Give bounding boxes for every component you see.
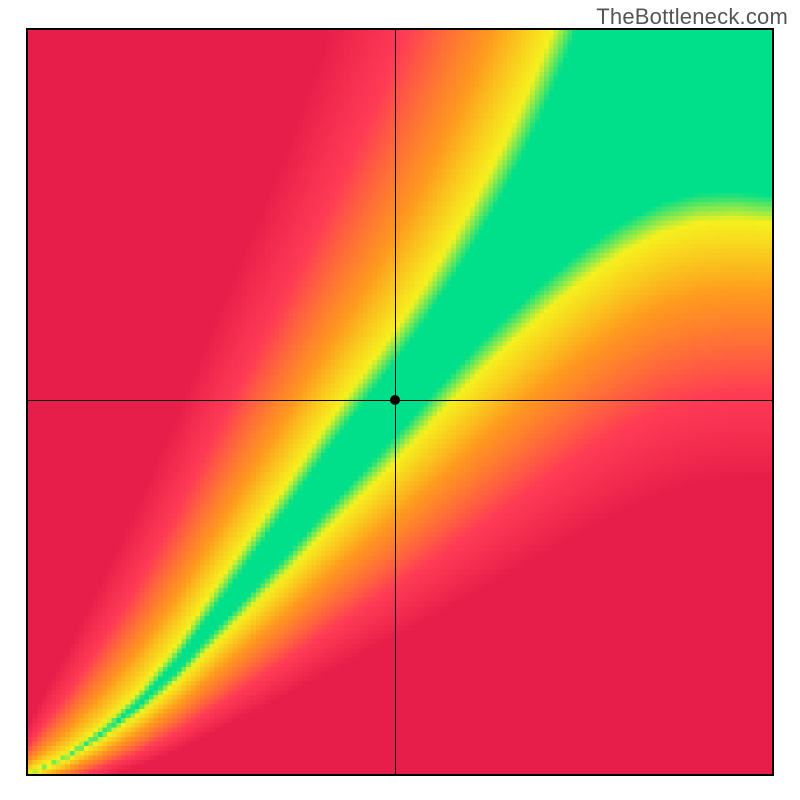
watermark-text: TheBottleneck.com [596, 4, 788, 30]
plot-area [26, 28, 774, 776]
chart-container: TheBottleneck.com [0, 0, 800, 800]
heatmap-canvas [28, 30, 772, 774]
crosshair-horizontal [28, 400, 772, 401]
marker-point [390, 395, 400, 405]
